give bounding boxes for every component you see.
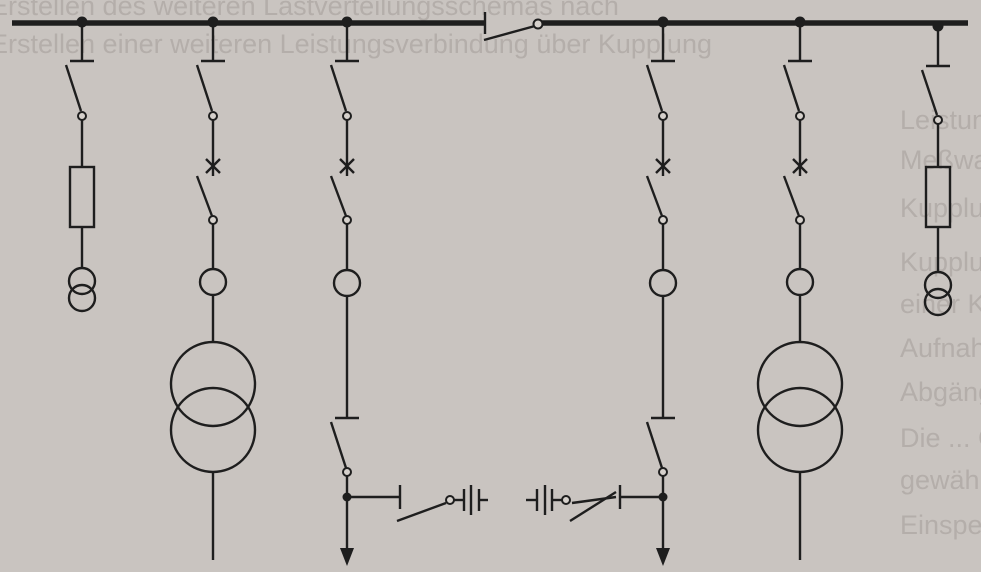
bleed-line: Meßwandler verbunden [900, 145, 981, 175]
capacitor-disconnector [396, 501, 447, 523]
bleed-line: Aufnahmen der Verbindung zweier Sammelsc… [900, 333, 981, 363]
bleed-line: Einspeisungen [900, 510, 981, 540]
bleed-line: gewährleistet. Die zweite Einspeisung er… [900, 465, 981, 495]
outgoing-arrow [656, 548, 670, 566]
feeder-3 [329, 22, 488, 566]
feeder-4 [526, 22, 678, 566]
fuse [68, 165, 96, 229]
bleed-line: Kupplung zweier Sammelschienen mit der H… [900, 193, 981, 223]
bleed-line: Erstellen einer weiteren Leistungsverbin… [0, 29, 712, 59]
power-transformer-winding [756, 386, 844, 474]
bleed-line: Erstellen des weiteren Lastverteilungssc… [0, 0, 619, 21]
bus-coupler-switch [483, 18, 544, 42]
outgoing-arrow [340, 548, 354, 566]
current-transformer [198, 267, 228, 297]
capacitor-disconnector [569, 490, 617, 523]
power-transformer-winding [169, 386, 257, 474]
feeder-6 [920, 26, 953, 317]
disconnector-blade [64, 64, 83, 112]
feeder-1 [64, 22, 97, 313]
feeder-2 [169, 22, 257, 560]
feeder-5 [756, 22, 844, 560]
voltage-transformer-coil [67, 266, 97, 296]
power-transformer-winding [169, 340, 257, 428]
voltage-transformer-coil [67, 283, 97, 313]
bleed-line: Abgänge, insbesondere solche mit unbedin… [900, 377, 981, 407]
fuse [924, 165, 952, 229]
bleed-line: Die ... Gefahr aus ... Netzabschaltungen… [900, 423, 981, 453]
power-transformer-winding [756, 340, 844, 428]
